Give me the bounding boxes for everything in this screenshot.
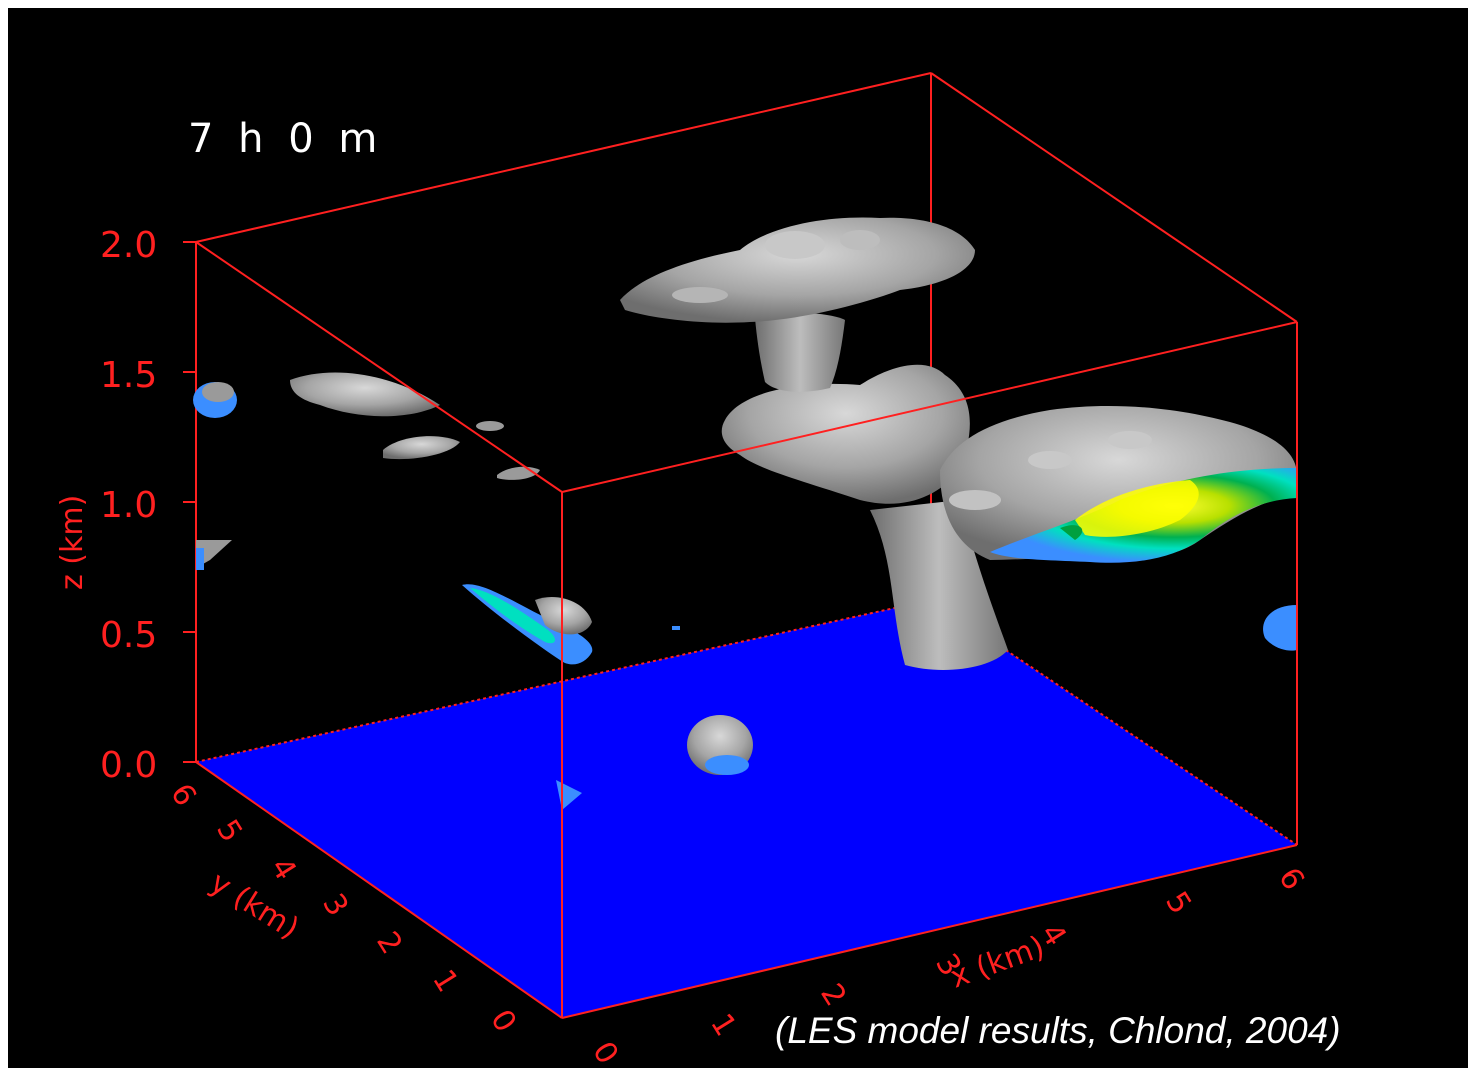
- y-tick-label: 6: [163, 778, 203, 813]
- x-tick-label: 2: [813, 978, 853, 1013]
- y-tick-label: 5: [209, 814, 249, 849]
- z-tick-label: 2.0: [100, 225, 157, 266]
- z-tick-label: 1.0: [100, 485, 157, 526]
- x-tick-label: 0: [585, 1036, 625, 1068]
- cloud-field: [193, 217, 1297, 810]
- bounding-box-front: [195, 241, 1298, 1019]
- z-axis: 2.0 1.5 1.0 0.5 0.0 z (km): [55, 225, 196, 786]
- y-tick-label: 1: [425, 964, 465, 999]
- visualization-frame: 2.0 1.5 1.0 0.5 0.0 z (km) 0 1 2 3 4 5 6…: [8, 8, 1468, 1068]
- z-tick-label: 0.5: [100, 615, 157, 656]
- x-tick-label: 1: [703, 1008, 743, 1043]
- z-tick-label: 1.5: [100, 355, 157, 396]
- x-axis-label: x (km): [946, 929, 1049, 995]
- y-tick-label: 4: [263, 852, 303, 887]
- z-axis-label: z (km): [55, 495, 90, 590]
- z-tick-label: 0.0: [100, 745, 157, 786]
- ground-plane: [196, 600, 1297, 1018]
- y-tick-label: 0: [483, 1004, 523, 1039]
- les-cloud-scene: 2.0 1.5 1.0 0.5 0.0 z (km) 0 1 2 3 4 5 6…: [55, 72, 1311, 1068]
- source-caption: (LES model results, Chlond, 2004): [775, 1010, 1341, 1051]
- x-tick-label: 6: [1271, 862, 1311, 897]
- y-axis-label: y (km): [204, 865, 305, 946]
- simulation-time-label: 7 h 0 m: [188, 116, 384, 162]
- x-tick-label: 5: [1158, 886, 1198, 921]
- y-tick-label: 2: [369, 926, 409, 961]
- y-tick-label: 3: [315, 888, 355, 923]
